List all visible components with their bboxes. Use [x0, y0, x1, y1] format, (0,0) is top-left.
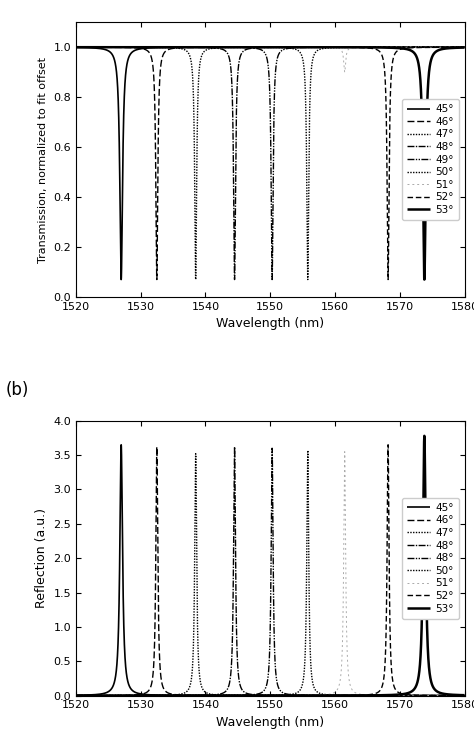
- Text: (b): (b): [6, 381, 29, 399]
- Y-axis label: Reflection (a.u.): Reflection (a.u.): [35, 508, 48, 608]
- X-axis label: Wavelength (nm): Wavelength (nm): [216, 716, 324, 729]
- Y-axis label: Transmission, normalized to fit offset: Transmission, normalized to fit offset: [37, 57, 48, 263]
- X-axis label: Wavelength (nm): Wavelength (nm): [216, 317, 324, 331]
- Legend: 45°, 46°, 47°, 48°, 49°, 50°, 51°, 52°, 53°: 45°, 46°, 47°, 48°, 49°, 50°, 51°, 52°, …: [402, 99, 459, 221]
- Legend: 45°, 46°, 47°, 48°, 48°, 50°, 51°, 52°, 53°: 45°, 46°, 47°, 48°, 48°, 50°, 51°, 52°, …: [402, 497, 459, 619]
